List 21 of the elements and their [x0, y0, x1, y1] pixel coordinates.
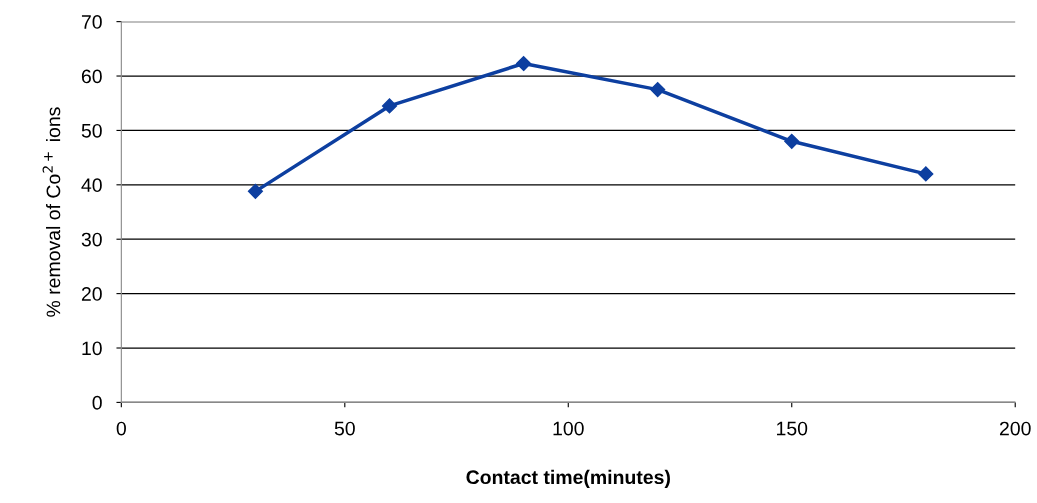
- x-tick-label: 0: [116, 421, 126, 436]
- x-tick-label: 200: [999, 421, 1031, 436]
- y-axis-title: % removal of Co$^{2+}$ ions: [42, 107, 61, 317]
- x-axis-title: Contact time(minutes): [466, 469, 670, 488]
- point: [918, 166, 934, 182]
- point: [381, 98, 398, 114]
- y-tick-label: 50: [81, 123, 102, 138]
- y-tick-label: 0: [92, 395, 102, 410]
- y-tick-label: 60: [81, 69, 102, 84]
- y-tick-label: 70: [81, 15, 102, 29]
- y-tick-label: 20: [81, 287, 102, 301]
- point: [784, 133, 800, 149]
- x-tick-label: 50: [334, 421, 355, 436]
- point: [650, 82, 666, 98]
- x-tick-label: 100: [553, 421, 584, 436]
- y-tick-label: 40: [81, 178, 102, 193]
- y-tick-label: 10: [82, 341, 102, 356]
- point: [247, 183, 263, 199]
- point: [516, 55, 532, 72]
- x-tick-label: 150: [777, 421, 808, 436]
- y-tick-label: 30: [81, 232, 102, 247]
